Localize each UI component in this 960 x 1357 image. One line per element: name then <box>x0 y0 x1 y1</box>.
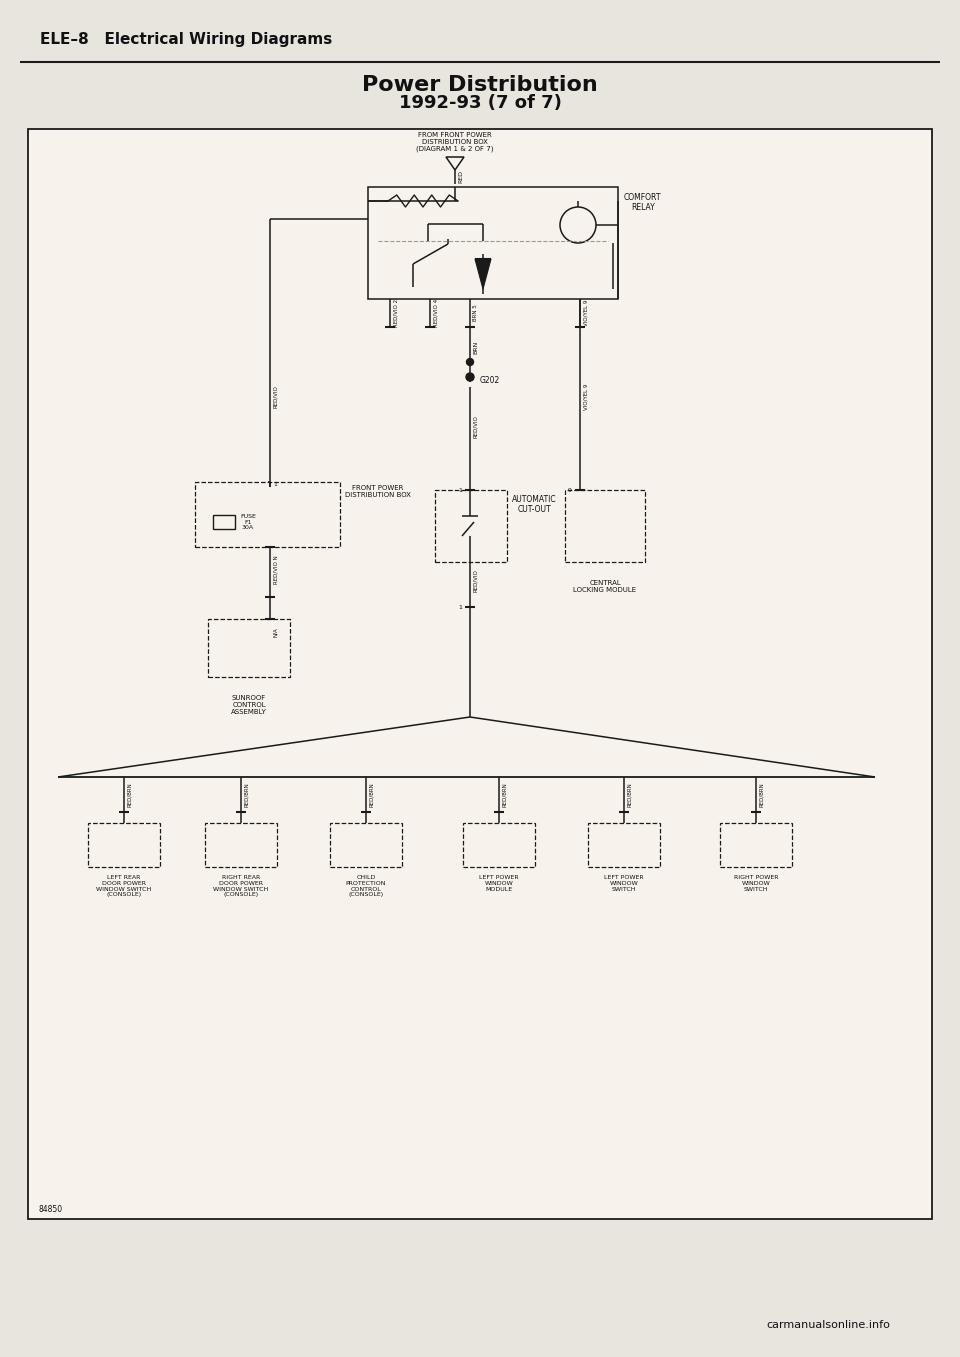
Text: RED: RED <box>458 170 463 182</box>
Text: CHILD
PROTECTION
CONTROL
(CONSOLE): CHILD PROTECTION CONTROL (CONSOLE) <box>346 875 386 897</box>
Bar <box>435 490 507 562</box>
Text: RED/BRN: RED/BRN <box>369 783 374 807</box>
Text: RED/VIO 4: RED/VIO 4 <box>433 299 438 327</box>
Text: FRONT POWER
DISTRIBUTION BOX: FRONT POWER DISTRIBUTION BOX <box>345 484 411 498</box>
Text: LEFT REAR
DOOR POWER
WINDOW SWITCH
(CONSOLE): LEFT REAR DOOR POWER WINDOW SWITCH (CONS… <box>96 875 152 897</box>
Bar <box>368 187 618 299</box>
Polygon shape <box>446 157 464 170</box>
Bar <box>28 129 932 1219</box>
Bar <box>208 619 290 677</box>
Text: 1: 1 <box>458 487 462 493</box>
Text: BRN: BRN <box>473 341 478 354</box>
Text: carmanualsonline.info: carmanualsonline.info <box>766 1320 890 1330</box>
Text: AUTOMATIC
CUT-OUT: AUTOMATIC CUT-OUT <box>512 495 557 514</box>
Text: G202: G202 <box>480 376 500 384</box>
Text: CENTRAL
LOCKING MODULE: CENTRAL LOCKING MODULE <box>573 579 636 593</box>
Text: RED/VIO: RED/VIO <box>473 415 478 438</box>
Text: RED/BRN: RED/BRN <box>244 783 249 807</box>
Text: 9: 9 <box>568 487 572 493</box>
Text: RED/BRN: RED/BRN <box>127 783 132 807</box>
Polygon shape <box>475 259 491 289</box>
Bar <box>195 482 340 547</box>
Text: RED/VIO: RED/VIO <box>273 385 278 408</box>
Text: COMFORT
RELAY: COMFORT RELAY <box>624 193 661 213</box>
Text: ELE–8   Electrical Wiring Diagrams: ELE–8 Electrical Wiring Diagrams <box>40 31 332 46</box>
Text: RED/BRN: RED/BRN <box>759 783 764 807</box>
Bar <box>205 822 277 867</box>
Text: SUNROOF
CONTROL
ASSEMBLY: SUNROOF CONTROL ASSEMBLY <box>231 695 267 715</box>
Text: VIO/YEL 9: VIO/YEL 9 <box>583 300 588 326</box>
Bar <box>720 822 792 867</box>
Text: FUSE
F1
30A: FUSE F1 30A <box>240 514 256 531</box>
Text: RED/BRN: RED/BRN <box>627 783 632 807</box>
Text: RED/VIO 2: RED/VIO 2 <box>393 299 398 327</box>
Bar <box>565 490 645 562</box>
Text: FROM FRONT POWER
DISTRIBUTION BOX
(DIAGRAM 1 & 2 OF 7): FROM FRONT POWER DISTRIBUTION BOX (DIAGR… <box>417 132 493 152</box>
Bar <box>588 822 660 867</box>
Text: 1992-93 (7 of 7): 1992-93 (7 of 7) <box>398 94 562 113</box>
Text: RED/VIO: RED/VIO <box>473 570 478 593</box>
Circle shape <box>466 373 474 381</box>
Bar <box>88 822 160 867</box>
Bar <box>213 516 235 529</box>
Text: RIGHT REAR
DOOR POWER
WINDOW SWITCH
(CONSOLE): RIGHT REAR DOOR POWER WINDOW SWITCH (CON… <box>213 875 269 897</box>
Bar <box>330 822 402 867</box>
Text: BRN 5: BRN 5 <box>473 304 478 322</box>
Circle shape <box>467 358 473 365</box>
Bar <box>463 822 535 867</box>
Text: N/A: N/A <box>273 627 278 636</box>
Text: LEFT POWER
WINDOW
SWITCH: LEFT POWER WINDOW SWITCH <box>604 875 644 892</box>
Text: 1: 1 <box>458 604 462 609</box>
Circle shape <box>560 208 596 243</box>
Text: Power Distribution: Power Distribution <box>362 75 598 95</box>
Text: 84850: 84850 <box>38 1205 62 1213</box>
Text: RED/BRN: RED/BRN <box>502 783 507 807</box>
Text: VIO/YEL 9: VIO/YEL 9 <box>583 384 588 410</box>
Text: RIGHT POWER
WINDOW
SWITCH: RIGHT POWER WINDOW SWITCH <box>733 875 779 892</box>
Text: 1: 1 <box>273 482 276 487</box>
Text: LEFT POWER
WINDOW
MODULE: LEFT POWER WINDOW MODULE <box>479 875 518 892</box>
Text: RED/VIO N: RED/VIO N <box>273 555 278 585</box>
